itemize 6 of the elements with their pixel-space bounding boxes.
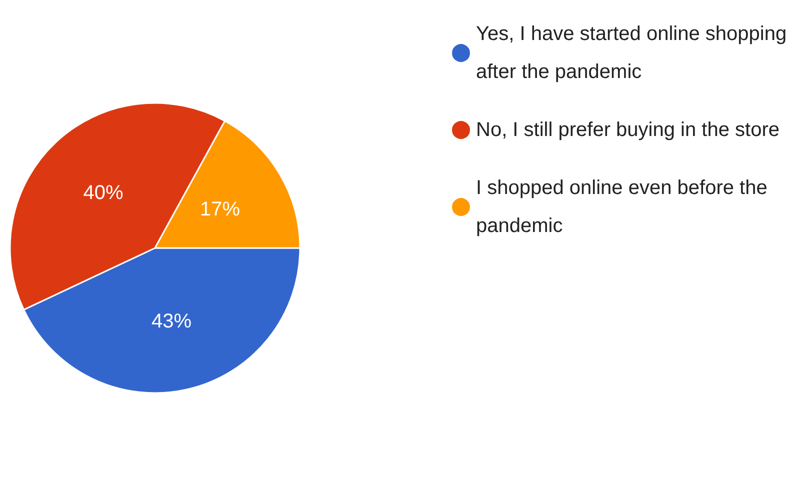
data-label: 40% <box>83 182 124 204</box>
legend-label: No, I still prefer buying in the store <box>476 119 780 141</box>
legend-label: Yes, I have started online shopping after the pandemic <box>476 23 792 83</box>
legend-label: I shopped online even before the pandemic <box>476 177 773 237</box>
data-label: 43% <box>151 310 192 333</box>
data-label: 17% <box>200 198 240 221</box>
